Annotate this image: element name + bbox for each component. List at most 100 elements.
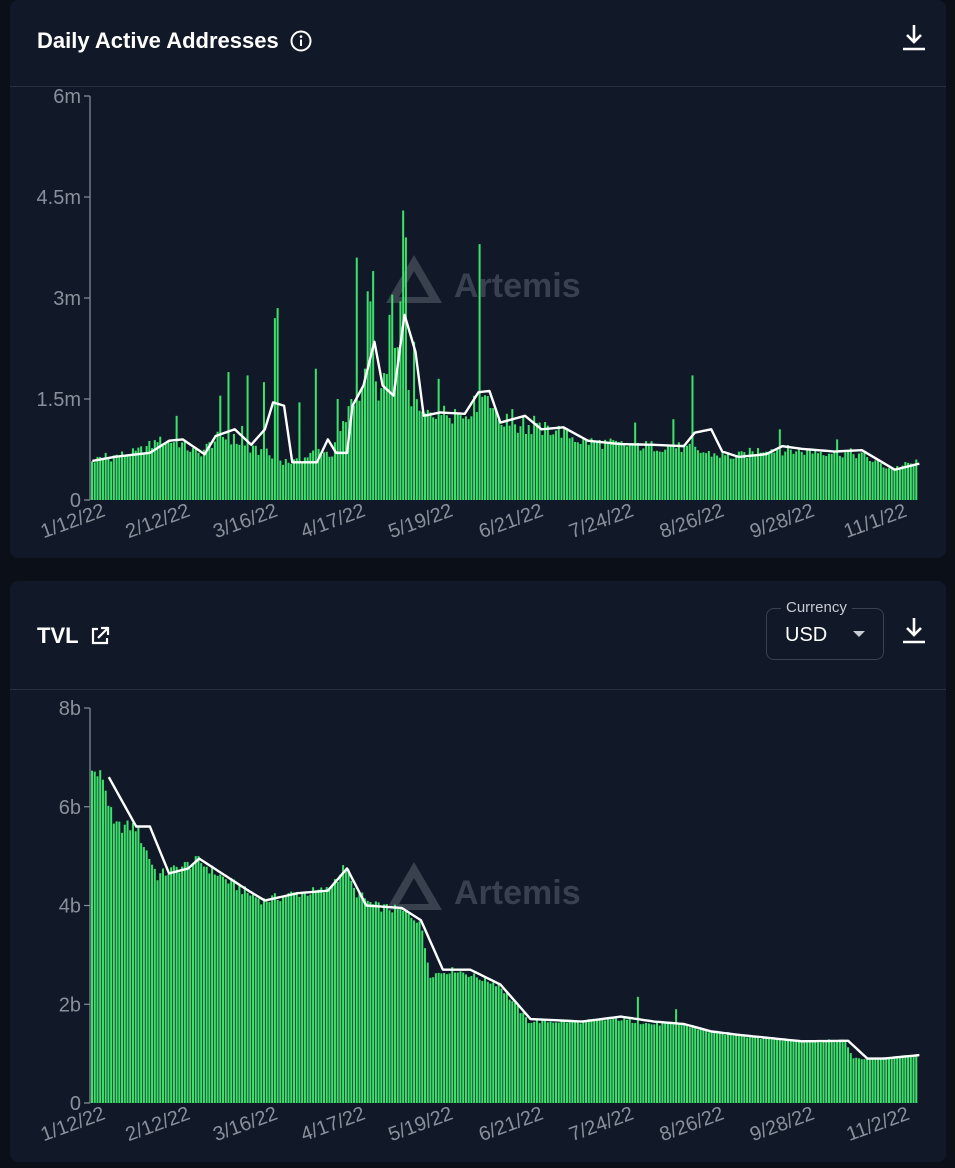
- bar[interactable]: [696, 1029, 699, 1104]
- bar[interactable]: [486, 396, 489, 500]
- bar[interactable]: [268, 902, 271, 1103]
- bar[interactable]: [167, 874, 170, 1103]
- bar[interactable]: [808, 449, 811, 500]
- bar[interactable]: [623, 444, 626, 500]
- bar[interactable]: [795, 451, 798, 500]
- bar[interactable]: [699, 1028, 702, 1103]
- bar[interactable]: [222, 436, 225, 500]
- bar[interactable]: [317, 448, 320, 500]
- bar[interactable]: [767, 453, 770, 500]
- bar[interactable]: [183, 862, 186, 1103]
- bar[interactable]: [838, 1039, 841, 1103]
- bar[interactable]: [208, 442, 211, 500]
- bar[interactable]: [688, 1027, 691, 1103]
- bar[interactable]: [178, 872, 181, 1103]
- bar[interactable]: [664, 1022, 667, 1103]
- bar[interactable]: [361, 892, 364, 1104]
- bar[interactable]: [421, 411, 424, 500]
- bar[interactable]: [691, 375, 694, 500]
- bar[interactable]: [426, 409, 429, 500]
- bar[interactable]: [494, 986, 497, 1103]
- bar[interactable]: [838, 455, 841, 500]
- bar[interactable]: [576, 1020, 579, 1103]
- bar[interactable]: [415, 399, 418, 500]
- bar[interactable]: [530, 434, 533, 500]
- bar[interactable]: [227, 883, 230, 1103]
- bar[interactable]: [683, 444, 686, 500]
- bar[interactable]: [159, 436, 162, 500]
- bar[interactable]: [410, 917, 413, 1103]
- bar[interactable]: [93, 462, 96, 500]
- bar[interactable]: [96, 776, 99, 1103]
- bar[interactable]: [857, 453, 860, 500]
- bar[interactable]: [464, 416, 467, 500]
- bar[interactable]: [806, 1041, 809, 1103]
- bar[interactable]: [91, 461, 94, 500]
- bar[interactable]: [759, 452, 762, 500]
- bar[interactable]: [806, 448, 809, 500]
- bar[interactable]: [459, 971, 462, 1103]
- bar[interactable]: [666, 1022, 669, 1103]
- bar[interactable]: [563, 1020, 566, 1103]
- bar[interactable]: [792, 453, 795, 500]
- bar[interactable]: [625, 1019, 628, 1103]
- bar[interactable]: [230, 444, 233, 500]
- bar[interactable]: [290, 463, 293, 500]
- bar[interactable]: [852, 1058, 855, 1103]
- bar[interactable]: [628, 1019, 631, 1103]
- bar[interactable]: [500, 988, 503, 1103]
- bar[interactable]: [140, 843, 143, 1103]
- bar[interactable]: [658, 451, 661, 500]
- bar[interactable]: [601, 449, 604, 500]
- bar[interactable]: [784, 451, 787, 500]
- bar[interactable]: [625, 446, 628, 500]
- bar[interactable]: [202, 866, 205, 1103]
- bar[interactable]: [306, 895, 309, 1103]
- bar[interactable]: [331, 886, 334, 1103]
- bar[interactable]: [822, 1040, 825, 1103]
- bar[interactable]: [156, 442, 159, 500]
- bar[interactable]: [538, 1023, 541, 1103]
- bar[interactable]: [175, 866, 178, 1103]
- bar[interactable]: [145, 850, 148, 1103]
- bar[interactable]: [93, 771, 96, 1103]
- bar[interactable]: [110, 461, 113, 500]
- bar[interactable]: [587, 444, 590, 500]
- bar[interactable]: [827, 453, 830, 500]
- bar[interactable]: [620, 441, 623, 500]
- bar[interactable]: [522, 1012, 525, 1103]
- bar[interactable]: [148, 441, 151, 500]
- bar[interactable]: [887, 1057, 891, 1103]
- bar[interactable]: [312, 450, 315, 500]
- bar[interactable]: [896, 1056, 899, 1103]
- bar[interactable]: [740, 1036, 743, 1103]
- bar[interactable]: [781, 455, 784, 500]
- bar[interactable]: [186, 861, 189, 1103]
- bar[interactable]: [713, 453, 716, 500]
- bar[interactable]: [609, 438, 612, 500]
- bar[interactable]: [456, 972, 459, 1104]
- bar[interactable]: [344, 422, 347, 500]
- bar[interactable]: [612, 440, 615, 500]
- bar[interactable]: [407, 390, 410, 500]
- bar[interactable]: [134, 450, 137, 500]
- bar[interactable]: [915, 459, 918, 500]
- bar[interactable]: [762, 452, 765, 500]
- bar[interactable]: [557, 425, 560, 500]
- bar[interactable]: [216, 431, 219, 500]
- bar[interactable]: [208, 873, 211, 1103]
- bar[interactable]: [276, 899, 279, 1103]
- bar[interactable]: [751, 1037, 754, 1103]
- bar[interactable]: [658, 1025, 661, 1103]
- bar[interactable]: [380, 911, 383, 1103]
- bar[interactable]: [833, 1042, 836, 1103]
- bar[interactable]: [620, 1020, 623, 1103]
- bar[interactable]: [489, 983, 492, 1103]
- bar[interactable]: [328, 456, 331, 500]
- bar[interactable]: [492, 408, 495, 500]
- bar[interactable]: [440, 415, 443, 500]
- bar[interactable]: [524, 1017, 527, 1103]
- bar[interactable]: [729, 1033, 732, 1103]
- bar[interactable]: [653, 451, 656, 500]
- bar[interactable]: [91, 770, 94, 1103]
